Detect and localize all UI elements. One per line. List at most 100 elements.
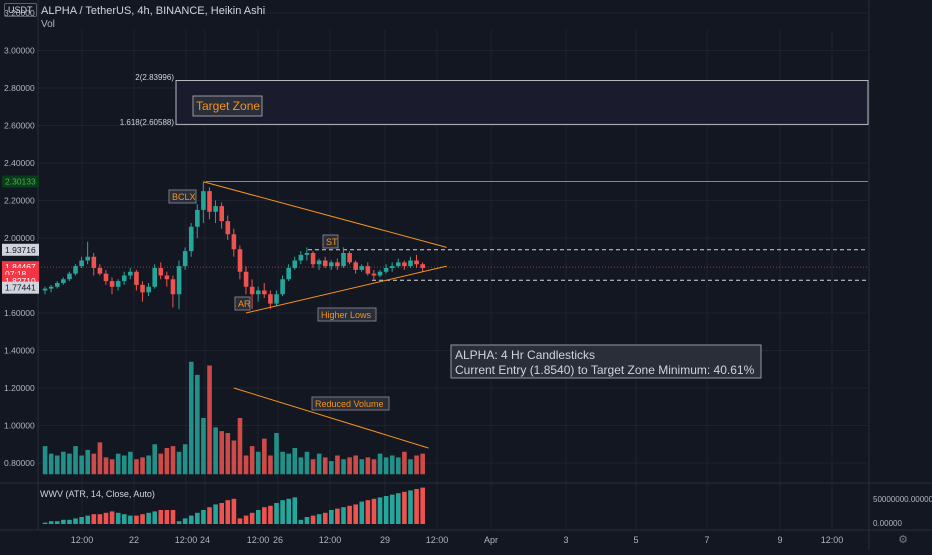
volume-bar (396, 457, 401, 475)
volume-bar (329, 461, 334, 475)
price-badge-text: 1.93716 (5, 245, 36, 255)
volume-bar (286, 453, 291, 475)
wwv-bar (255, 510, 261, 524)
price-tick: 2.60000 (4, 121, 35, 131)
wwv-bar (316, 514, 322, 524)
wwv-bar (286, 498, 291, 524)
volume-bar (79, 455, 84, 475)
target-zone-box (175, 80, 869, 125)
candle-body (73, 266, 78, 274)
volume-bar (262, 438, 267, 475)
wwv-bar (146, 512, 151, 524)
candle-body (103, 273, 109, 282)
price-badge (2, 243, 39, 256)
candle-body (121, 275, 127, 282)
higher-lows-label-box (317, 307, 377, 322)
wwv-bar (109, 511, 115, 524)
candle-body (213, 206, 218, 212)
price-badge-text: 1.82710 (5, 276, 36, 286)
candle-body (182, 251, 188, 267)
candle-body (158, 268, 164, 276)
candle-body (61, 279, 66, 283)
candle-body (408, 260, 413, 267)
price-tick: 2.20000 (4, 196, 35, 206)
note-line-1: ALPHA: 4 Hr Candlesticks (455, 348, 595, 362)
wwv-bar (182, 518, 188, 524)
wwv-bar (79, 517, 84, 524)
volume-bar (42, 446, 48, 475)
candle-body (225, 221, 231, 235)
volume-bar (268, 455, 273, 475)
wwv-bar (353, 504, 358, 524)
price-tick: 1.40000 (4, 346, 35, 356)
candle-body (109, 281, 115, 287)
symbol-title[interactable]: ALPHA / TetherUS, 4h, BINANCE, Heikin As… (41, 5, 266, 17)
trendline-lower (245, 265, 447, 314)
candle-body (67, 273, 72, 280)
candle-body (389, 266, 395, 268)
candle-body (304, 253, 310, 255)
currency-badge[interactable]: USDT (4, 3, 37, 17)
time-tick: 12:00 (426, 535, 449, 545)
wwv-bar (383, 496, 389, 524)
price-badge (2, 175, 39, 188)
volume-bar (408, 459, 413, 475)
wwv-bar (121, 514, 127, 524)
wwv-bar (158, 510, 164, 524)
indicator-legend[interactable]: WWV (ATR, 14, Close, Auto) (40, 489, 155, 499)
wwv-bar (274, 503, 279, 524)
volume-bar (353, 455, 358, 475)
volume-bar (48, 453, 54, 475)
time-tick: 12:00 (821, 535, 844, 545)
wwv-bar (176, 521, 182, 524)
wwv-bar (115, 512, 121, 524)
volume-bar (255, 451, 261, 475)
reduced-volume-label-box (311, 396, 390, 411)
wwv-bar (48, 521, 54, 524)
target-zone-label-box (192, 95, 263, 117)
price-badge-text: 1.77441 (5, 283, 36, 293)
time-tick: 26 (273, 535, 283, 545)
candle-body (280, 279, 285, 295)
wwv-bar (67, 519, 72, 524)
candle-body (255, 290, 261, 295)
gear-icon[interactable]: ⚙ (898, 534, 908, 546)
chart-header: USDT ALPHA / TetherUS, 4h, BINANCE, Heik… (0, 0, 932, 30)
wwv-bar (188, 515, 194, 524)
volume-bar (219, 431, 225, 475)
volume-bar (176, 451, 182, 475)
time-tick: 3 (563, 535, 568, 545)
volume-bar (243, 455, 249, 475)
wwv-bar (103, 512, 109, 524)
candle-body (134, 271, 139, 285)
price-tick: 1.60000 (4, 308, 35, 318)
wwv-bar (268, 505, 273, 524)
st-label: ST (326, 237, 338, 247)
wwv-bar (389, 494, 395, 524)
wwv-bar (91, 514, 97, 524)
time-tick: 29 (380, 535, 390, 545)
candle-body (207, 191, 212, 212)
volume-bar (280, 451, 285, 475)
wwv-bar (396, 493, 401, 524)
wwv-bar (359, 501, 365, 524)
candle-body (85, 256, 91, 261)
volume-legend[interactable]: Vol (41, 19, 55, 30)
price-tick: 3.00000 (4, 46, 35, 56)
time-tick: 12:00 (247, 535, 270, 545)
time-tick: 7 (704, 535, 709, 545)
volume-bar (402, 451, 407, 475)
candle-body (128, 271, 133, 276)
wwv-bar (219, 503, 225, 524)
volume-bar (365, 457, 371, 475)
candle-body (322, 260, 328, 267)
volume-bar (140, 457, 145, 475)
wwv-bar (262, 507, 267, 524)
wwv-bar (377, 497, 383, 524)
volume-bar (85, 449, 91, 475)
wwv-bar (231, 498, 237, 524)
wwv-bar (61, 519, 66, 524)
volume-bar (231, 440, 237, 475)
